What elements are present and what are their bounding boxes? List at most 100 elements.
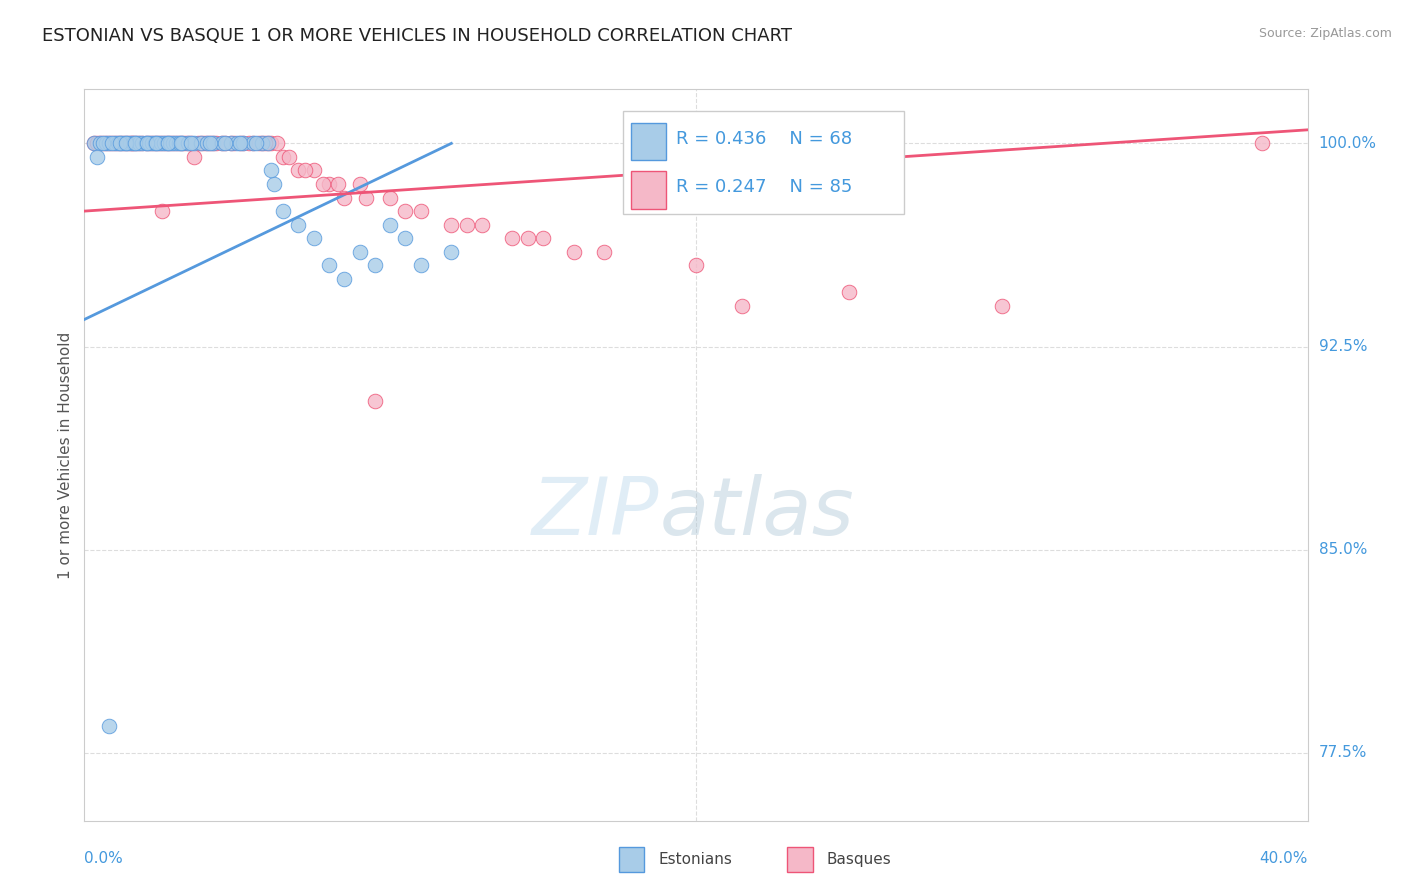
Point bbox=[94, 136, 117, 151]
Point bbox=[990, 299, 1012, 313]
Point bbox=[104, 136, 127, 151]
Text: 77.5%: 77.5% bbox=[1319, 746, 1367, 760]
Point bbox=[294, 163, 316, 178]
Point bbox=[380, 218, 402, 232]
Point bbox=[138, 136, 160, 151]
Point bbox=[156, 136, 179, 151]
Point bbox=[229, 136, 252, 151]
Point bbox=[91, 136, 114, 151]
Point bbox=[229, 136, 252, 151]
Point bbox=[318, 258, 340, 272]
Point bbox=[201, 136, 224, 151]
Point bbox=[394, 204, 416, 219]
Point bbox=[440, 244, 463, 259]
Point bbox=[312, 177, 335, 191]
Point bbox=[162, 136, 184, 151]
Point bbox=[211, 136, 233, 151]
Point bbox=[159, 136, 181, 151]
Text: 85.0%: 85.0% bbox=[1319, 542, 1367, 558]
Point bbox=[364, 258, 387, 272]
Point bbox=[302, 163, 325, 178]
Point bbox=[107, 136, 129, 151]
Point bbox=[501, 231, 523, 245]
Point bbox=[516, 231, 538, 245]
Point bbox=[205, 136, 228, 151]
Point bbox=[183, 150, 205, 164]
Point bbox=[91, 136, 114, 151]
Point bbox=[238, 136, 260, 151]
Text: ESTONIAN VS BASQUE 1 OR MORE VEHICLES IN HOUSEHOLD CORRELATION CHART: ESTONIAN VS BASQUE 1 OR MORE VEHICLES IN… bbox=[42, 27, 792, 45]
Point bbox=[150, 204, 173, 219]
Point bbox=[83, 136, 105, 151]
Point bbox=[83, 136, 105, 151]
Point bbox=[122, 136, 145, 151]
Point bbox=[318, 177, 340, 191]
Point bbox=[141, 136, 163, 151]
Point bbox=[141, 136, 163, 151]
Point bbox=[143, 136, 166, 151]
Point bbox=[115, 136, 138, 151]
Point bbox=[131, 136, 153, 151]
Text: R = 0.247    N = 85: R = 0.247 N = 85 bbox=[676, 178, 852, 196]
Point bbox=[146, 136, 169, 151]
Point bbox=[271, 204, 294, 219]
Point bbox=[112, 136, 135, 151]
Point bbox=[97, 719, 120, 733]
Point bbox=[531, 231, 554, 245]
Point bbox=[165, 136, 187, 151]
Point bbox=[380, 190, 402, 204]
Point bbox=[409, 204, 432, 219]
Point bbox=[271, 150, 294, 164]
Point bbox=[104, 136, 127, 151]
Point bbox=[121, 136, 143, 151]
Point bbox=[354, 190, 377, 204]
Point bbox=[157, 136, 180, 151]
Point bbox=[107, 136, 129, 151]
Y-axis label: 1 or more Vehicles in Household: 1 or more Vehicles in Household bbox=[58, 331, 73, 579]
Point bbox=[89, 136, 111, 151]
Point bbox=[124, 136, 146, 151]
Point bbox=[149, 136, 172, 151]
Text: Basques: Basques bbox=[827, 853, 891, 867]
Text: 100.0%: 100.0% bbox=[1319, 136, 1376, 151]
Point bbox=[278, 150, 301, 164]
Point bbox=[186, 136, 208, 151]
Point bbox=[440, 218, 463, 232]
Point bbox=[112, 136, 135, 151]
Point bbox=[143, 136, 166, 151]
Point bbox=[97, 136, 120, 151]
Text: 0.0%: 0.0% bbox=[84, 851, 124, 866]
Point bbox=[180, 136, 202, 151]
Point bbox=[214, 136, 236, 151]
Text: Source: ZipAtlas.com: Source: ZipAtlas.com bbox=[1258, 27, 1392, 40]
Text: ZIP: ZIP bbox=[531, 475, 659, 552]
Point bbox=[287, 218, 309, 232]
Point bbox=[593, 244, 616, 259]
Text: atlas: atlas bbox=[659, 475, 853, 552]
Point bbox=[86, 136, 108, 151]
Point bbox=[97, 136, 120, 151]
Point bbox=[122, 136, 145, 151]
Point bbox=[110, 136, 132, 151]
Point bbox=[101, 136, 124, 151]
Point bbox=[89, 136, 111, 151]
Point bbox=[128, 136, 150, 151]
Point bbox=[149, 136, 172, 151]
Point bbox=[195, 136, 218, 151]
Point bbox=[136, 136, 159, 151]
Point bbox=[232, 136, 254, 151]
Point bbox=[211, 136, 233, 151]
Point bbox=[253, 136, 276, 151]
Point bbox=[162, 136, 184, 151]
Point bbox=[250, 136, 273, 151]
Point bbox=[159, 136, 181, 151]
Point bbox=[219, 136, 242, 151]
Point bbox=[219, 136, 242, 151]
Point bbox=[131, 136, 153, 151]
Point bbox=[232, 136, 254, 151]
Point bbox=[156, 136, 179, 151]
Point bbox=[193, 136, 215, 151]
Point bbox=[138, 136, 160, 151]
Point bbox=[86, 150, 108, 164]
Point bbox=[125, 136, 148, 151]
